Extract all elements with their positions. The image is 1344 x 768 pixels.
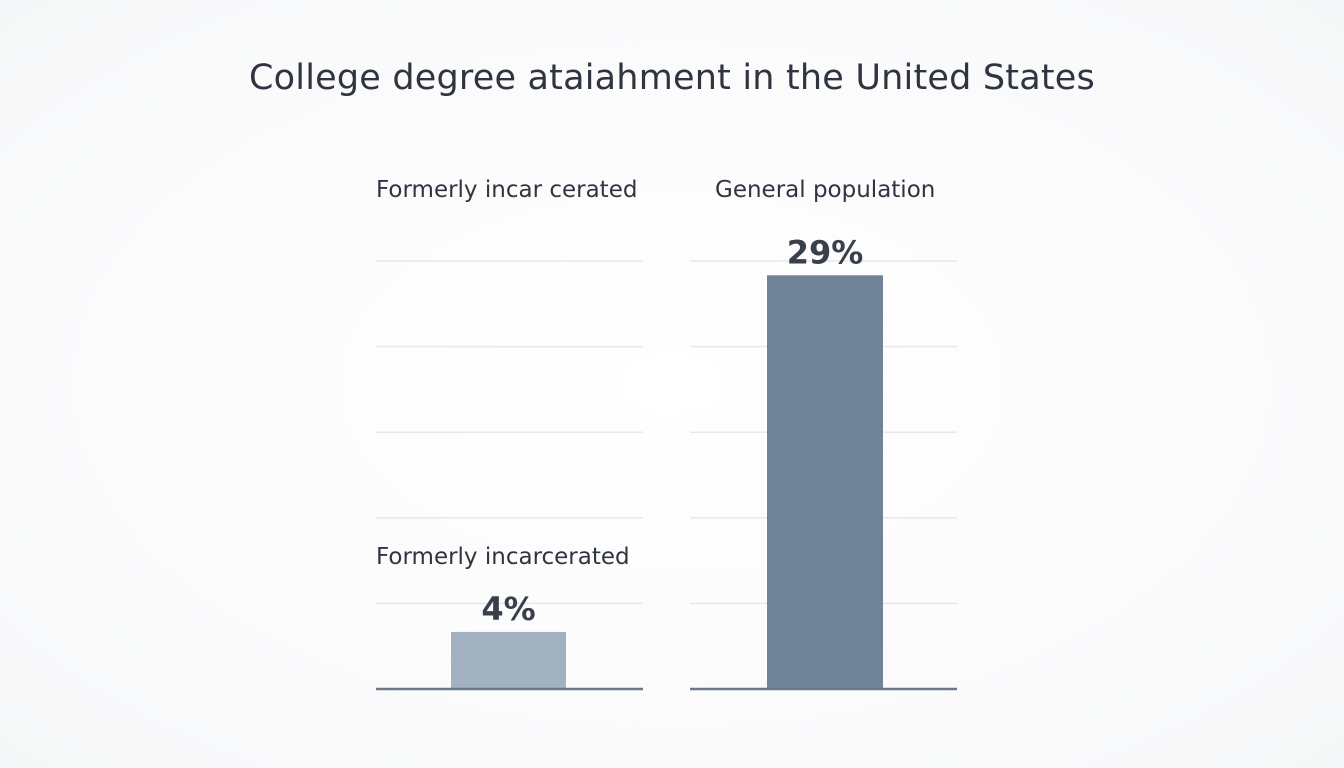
chart-title: College degree ataiahment in the United … [249, 58, 1095, 98]
bars [451, 275, 883, 689]
bar-1 [767, 275, 883, 689]
category-label-0: Formerly incarcerated [376, 544, 630, 570]
labels: Formerly incar cerated Formerly incarcera… [376, 177, 935, 628]
panel-header-0: Formerly incar cerated [376, 177, 637, 203]
value-label-0: 4% [481, 590, 535, 628]
panel-header-1: General population [715, 177, 935, 203]
value-label-1: 29% [787, 233, 864, 271]
bar-0 [451, 631, 566, 689]
